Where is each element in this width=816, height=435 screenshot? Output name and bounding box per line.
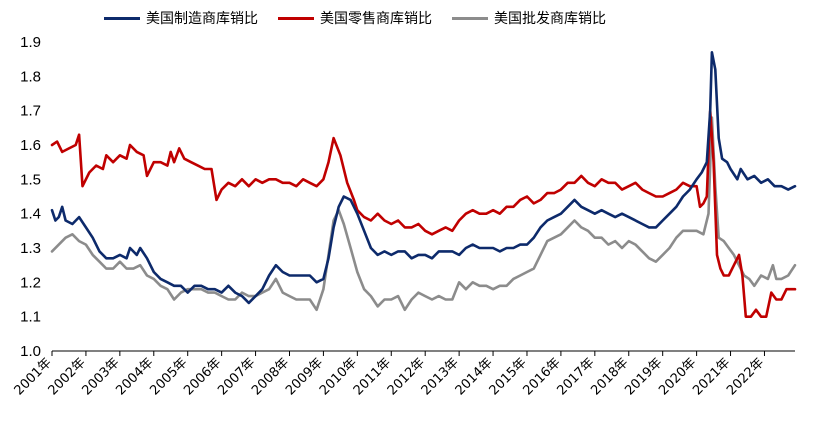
- y-tick-label: 1.4: [20, 206, 41, 223]
- y-tick-label: 1.8: [20, 68, 41, 85]
- legend-label-manufacturers: 美国制造商库销比: [146, 11, 258, 27]
- legend-swatch-manufacturers: [104, 16, 140, 20]
- y-tick-label: 1.9: [20, 34, 41, 51]
- legend-item-wholesalers: 美国批发商库销比: [452, 8, 606, 28]
- y-tick-label: 1.2: [20, 274, 41, 291]
- legend-label-wholesalers: 美国批发商库销比: [494, 11, 606, 27]
- legend-swatch-wholesalers: [452, 16, 488, 20]
- series-line-manufacturers: [50, 51, 797, 305]
- legend-item-manufacturers: 美国制造商库销比: [104, 8, 258, 28]
- legend-swatch-retailers: [278, 16, 314, 20]
- series-line-wholesalers: [50, 116, 797, 312]
- legend-label-retailers: 美国零售商库销比: [320, 11, 432, 27]
- y-tick-label: 1.1: [20, 309, 41, 326]
- y-tick-label: 1.6: [20, 137, 41, 154]
- y-tick-label: 1.5: [20, 171, 41, 188]
- legend-item-retailers: 美国零售商库销比: [278, 8, 432, 28]
- series-line-retailers: [50, 109, 797, 318]
- x-tick-label: 2022年: [724, 355, 767, 398]
- y-tick-label: 1.0: [20, 343, 41, 360]
- y-tick-label: 1.7: [20, 103, 41, 120]
- legend: 美国制造商库销比 美国零售商库销比 美国批发商库销比: [104, 8, 606, 28]
- y-tick-label: 1.3: [20, 240, 41, 257]
